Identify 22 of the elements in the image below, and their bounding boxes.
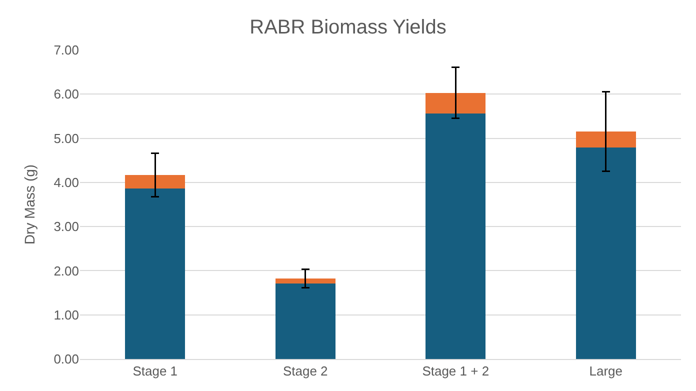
y-tick-label: 2.00 (54, 263, 79, 278)
chart-title: RABR Biomass Yields (250, 16, 446, 39)
y-tick-label: 0.00 (54, 352, 79, 367)
y-tick-label: 5.00 (54, 130, 79, 146)
bar (576, 148, 636, 359)
bar (275, 284, 336, 359)
x-tick-label: Large (589, 364, 623, 379)
y-tick-label: 1.00 (54, 307, 79, 322)
bar (125, 174, 186, 189)
y-tick-label: 4.00 (54, 174, 79, 190)
bar (275, 278, 336, 284)
bar (576, 132, 636, 148)
x-tick-label: Stage 1 + 2 (422, 364, 490, 379)
bar (426, 114, 486, 359)
y-tick-label: 6.00 (54, 86, 79, 102)
y-axis-title: Dry Mass (g) (21, 164, 38, 245)
bar (426, 92, 486, 114)
y-tick-label: 7.00 (54, 42, 79, 58)
x-tick-label: Stage 2 (282, 364, 328, 379)
bar (125, 188, 186, 359)
y-tick-label: 3.00 (54, 219, 79, 234)
x-tick-label: Stage 1 (132, 364, 178, 379)
